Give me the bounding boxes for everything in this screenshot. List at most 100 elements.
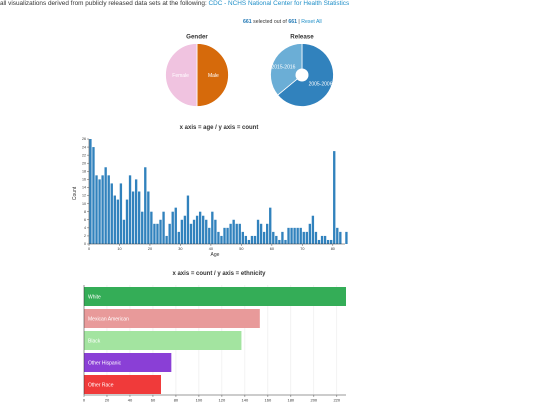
age-bar[interactable] <box>226 227 229 244</box>
ethnicity-bar-other-race[interactable] <box>84 375 161 394</box>
age-bar[interactable] <box>250 235 254 244</box>
ethnicity-bar-mexican-american[interactable] <box>84 309 260 328</box>
age-bar[interactable] <box>217 231 220 244</box>
gender-slice-female[interactable] <box>165 43 198 107</box>
age-bar[interactable] <box>275 235 278 244</box>
age-bar[interactable] <box>314 231 318 244</box>
age-bar[interactable] <box>339 231 342 244</box>
age-bar[interactable] <box>266 223 269 244</box>
age-bar[interactable] <box>98 179 101 244</box>
gender-slice-label: Female <box>172 73 189 79</box>
age-bar[interactable] <box>174 207 177 244</box>
age-bar[interactable] <box>296 227 299 244</box>
gender-slice-male[interactable] <box>196 43 229 107</box>
gender-slice-label: Male <box>208 73 219 79</box>
age-bar[interactable] <box>333 151 336 244</box>
age-bar[interactable] <box>302 231 305 244</box>
age-bar[interactable] <box>122 219 126 244</box>
age-bar[interactable] <box>259 223 263 244</box>
age-bar[interactable] <box>107 175 110 244</box>
age-bar[interactable] <box>293 227 296 244</box>
age-bar[interactable] <box>177 231 180 244</box>
age-bar[interactable] <box>241 231 244 244</box>
age-bar[interactable] <box>284 239 287 244</box>
age-bar[interactable] <box>183 215 187 244</box>
age-bar[interactable] <box>253 235 257 244</box>
age-bar[interactable] <box>262 231 266 244</box>
age-bar[interactable] <box>165 235 168 244</box>
age-bar[interactable] <box>272 231 275 244</box>
age-bar[interactable] <box>162 211 165 244</box>
age-bar[interactable] <box>317 239 321 244</box>
age-bar[interactable] <box>104 167 107 244</box>
age-bar[interactable] <box>256 219 260 244</box>
age-bar[interactable] <box>287 227 290 244</box>
age-bar[interactable] <box>150 211 153 244</box>
age-bar[interactable] <box>208 227 211 244</box>
age-bar[interactable] <box>214 219 217 244</box>
age-bar[interactable] <box>269 207 272 244</box>
age-bar[interactable] <box>211 211 214 244</box>
age-bar[interactable] <box>153 223 156 244</box>
age-bar[interactable] <box>101 175 104 244</box>
age-bar[interactable] <box>311 215 315 244</box>
ethnicity-x-tick-label: 120 <box>219 398 226 403</box>
age-bar[interactable] <box>345 231 348 244</box>
age-bar[interactable] <box>235 223 238 244</box>
age-bar[interactable] <box>144 167 147 244</box>
age-bar[interactable] <box>168 223 171 244</box>
age-bar[interactable] <box>125 199 129 244</box>
age-bar[interactable] <box>308 223 312 244</box>
age-bar[interactable] <box>89 139 92 244</box>
age-bar[interactable] <box>134 179 138 244</box>
age-bar[interactable] <box>281 231 284 244</box>
ethnicity-bar-black[interactable] <box>84 331 242 350</box>
ethnicity-x-tick-label: 100 <box>196 398 203 403</box>
age-bar[interactable] <box>290 227 293 244</box>
age-bar[interactable] <box>232 219 235 244</box>
age-bar[interactable] <box>141 211 144 244</box>
reset-all-link[interactable]: Reset All <box>301 19 322 25</box>
age-bar[interactable] <box>229 223 232 244</box>
age-bar[interactable] <box>198 211 202 244</box>
age-bar[interactable] <box>113 195 116 244</box>
source-link[interactable]: CDC - NCHS National Center for Health St… <box>208 0 350 7</box>
age-bar[interactable] <box>156 223 159 244</box>
age-bar[interactable] <box>305 231 308 244</box>
age-bar[interactable] <box>95 175 98 244</box>
ethnicity-bar-other-hispanic[interactable] <box>84 353 172 372</box>
selection-middle-text: selected out of <box>253 19 287 25</box>
age-bar[interactable] <box>138 191 141 245</box>
age-bar[interactable] <box>330 239 333 244</box>
age-bar[interactable] <box>202 215 205 244</box>
age-bar[interactable] <box>110 183 113 244</box>
age-bar[interactable] <box>299 227 302 244</box>
age-bar[interactable] <box>186 195 190 244</box>
age-bar[interactable] <box>180 219 184 244</box>
age-bar[interactable] <box>92 147 95 244</box>
age-bar[interactable] <box>278 239 281 244</box>
age-bar[interactable] <box>326 239 330 244</box>
age-bar[interactable] <box>131 191 135 245</box>
age-bar[interactable] <box>159 219 162 244</box>
age-bar[interactable] <box>220 235 223 244</box>
age-bar[interactable] <box>128 175 132 244</box>
age-y-tick-label: 18 <box>82 170 86 174</box>
age-bar[interactable] <box>205 219 208 244</box>
ethnicity-bar-white[interactable] <box>84 287 346 306</box>
age-bar[interactable] <box>320 235 324 244</box>
age-bar[interactable] <box>147 191 150 245</box>
age-bar[interactable] <box>116 199 120 244</box>
age-bar[interactable] <box>192 219 196 244</box>
age-bar[interactable] <box>323 235 327 244</box>
age-bar[interactable] <box>119 183 123 244</box>
age-bar[interactable] <box>195 215 199 244</box>
age-bar[interactable] <box>189 223 193 244</box>
age-bar[interactable] <box>238 223 241 244</box>
age-bar[interactable] <box>171 211 174 244</box>
age-bar[interactable] <box>244 235 248 244</box>
release-slice-2015-2016[interactable] <box>270 43 303 96</box>
age-bar[interactable] <box>247 239 251 244</box>
age-bar[interactable] <box>336 227 339 244</box>
age-bar[interactable] <box>223 227 226 244</box>
